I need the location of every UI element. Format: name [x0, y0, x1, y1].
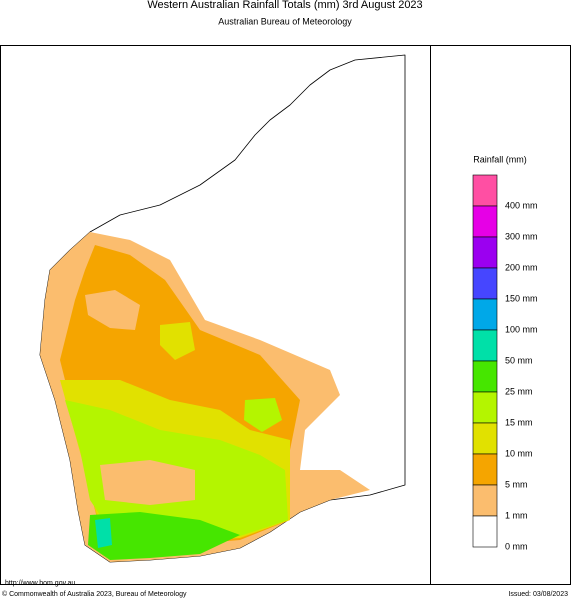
legend-swatch — [472, 329, 498, 362]
legend-swatch — [472, 205, 498, 238]
rain-50-100mm — [95, 518, 112, 548]
legend-label: 400 mm — [505, 200, 538, 210]
legend-label: 10 mm — [505, 448, 533, 458]
footer-url: http://www.bom.gov.au — [5, 580, 75, 587]
legend-swatch — [472, 298, 498, 331]
legend-label: 150 mm — [505, 293, 538, 303]
legend-label: 15 mm — [505, 417, 533, 427]
legend-swatch — [472, 515, 498, 548]
legend-swatch — [472, 453, 498, 486]
legend-label: 0 mm — [505, 541, 528, 551]
legend-label: 25 mm — [505, 386, 533, 396]
legend-label: 100 mm — [505, 324, 538, 334]
legend-swatch — [472, 174, 498, 207]
legend-label: 300 mm — [505, 231, 538, 241]
rain-5-10mm-south — [100, 460, 195, 505]
subtitle: Australian Bureau of Meteorology — [218, 16, 352, 26]
legend-label: 200 mm — [505, 262, 538, 272]
legend-frame — [430, 45, 571, 585]
rain-1-5mm-inland — [85, 290, 140, 330]
legend-label: 1 mm — [505, 510, 528, 520]
rain-25-50mm — [88, 512, 240, 560]
rain-15-25mm-east — [244, 398, 282, 432]
legend-swatch — [472, 267, 498, 300]
title: Western Australian Rainfall Totals (mm) … — [147, 0, 422, 11]
legend-label: 50 mm — [505, 355, 533, 365]
legend-swatch — [472, 484, 498, 517]
legend-title: Rainfall (mm) — [473, 154, 527, 164]
footer-issued: Issued: 03/08/2023 — [508, 591, 568, 598]
rain-10-15mm-north — [160, 322, 195, 360]
legend-swatch — [472, 236, 498, 269]
footer-copyright: © Commonwealth of Australia 2023, Bureau… — [2, 590, 187, 598]
legend-swatch — [472, 360, 498, 393]
legend-swatch — [472, 422, 498, 455]
legend-label: 5 mm — [505, 479, 528, 489]
map — [39, 54, 406, 563]
legend-swatch — [472, 391, 498, 424]
legend: 400 mm 300 mm 200 mm 150 mm 100 mm 50 mm 25 mm… — [472, 174, 538, 551]
